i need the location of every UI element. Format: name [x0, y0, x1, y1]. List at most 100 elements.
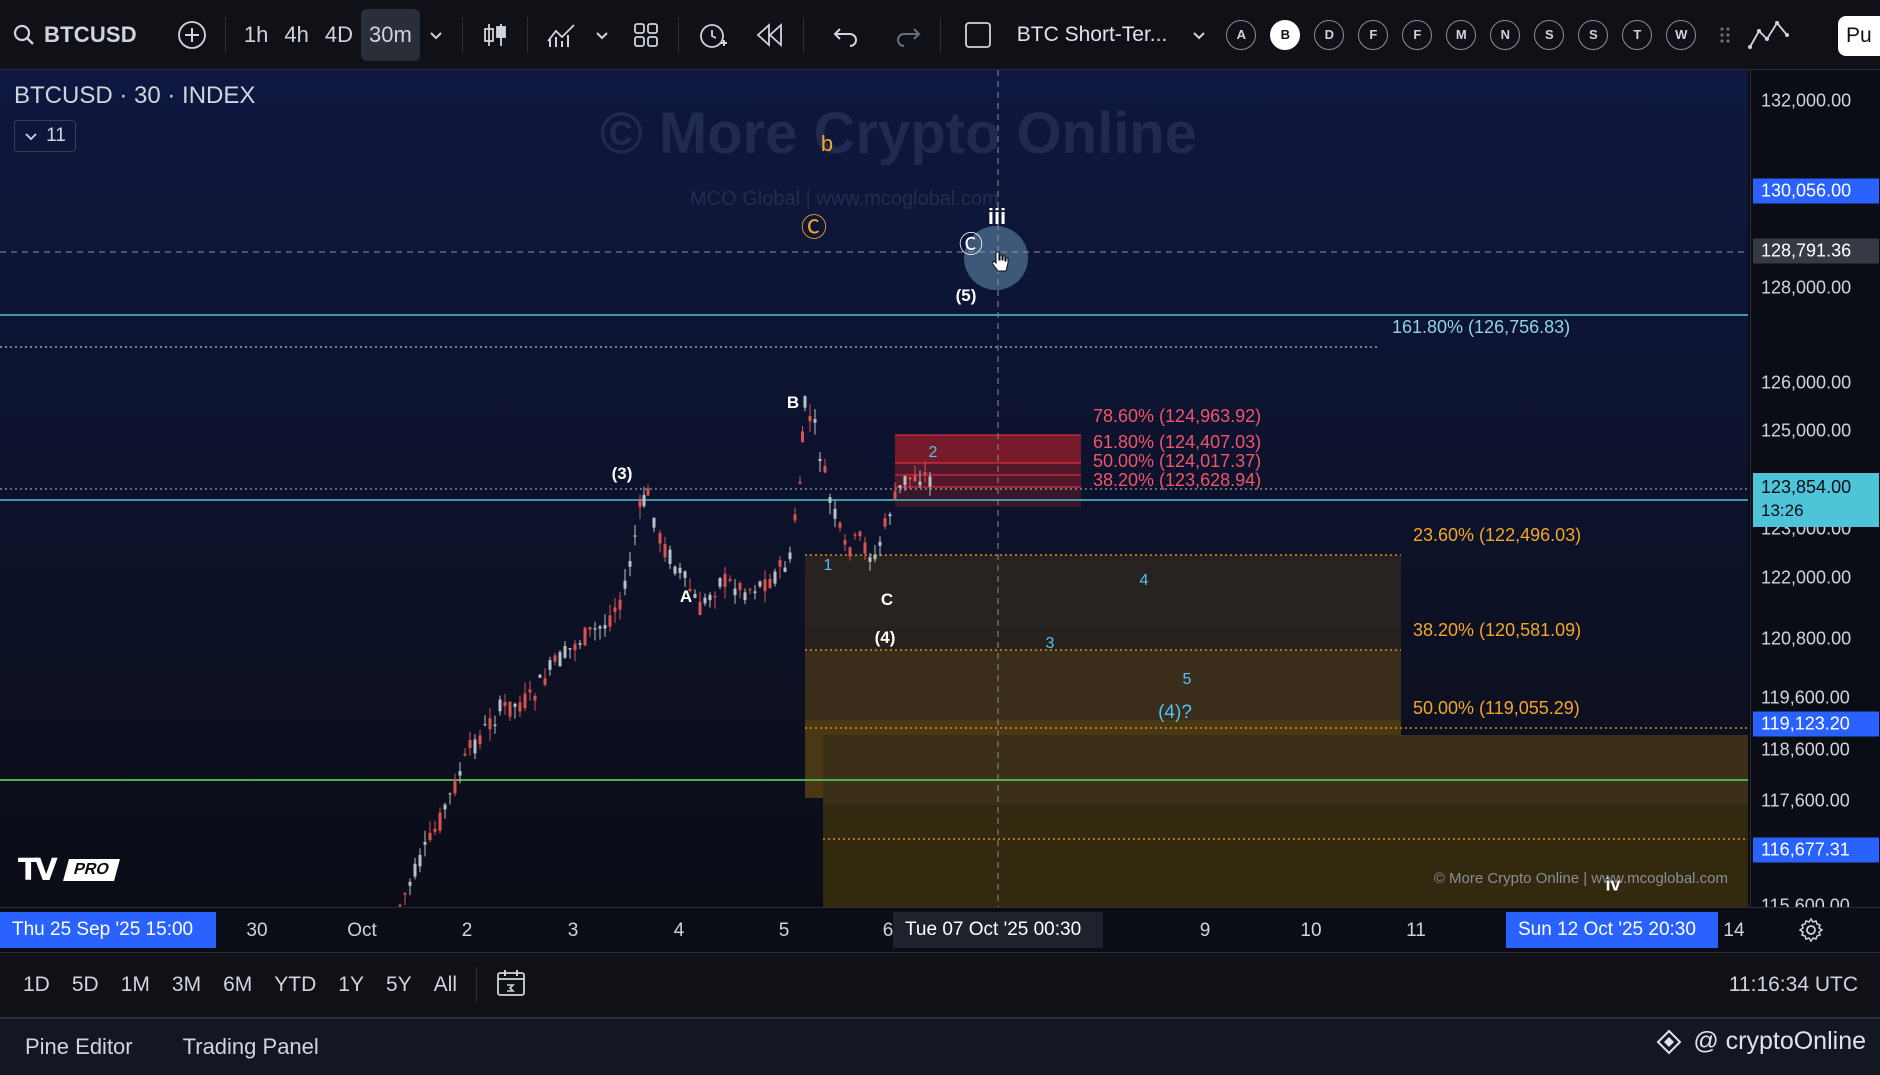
fib-label-618: 61.80% (124,407.03)	[1093, 432, 1262, 452]
indicators-dropdown[interactable]	[586, 9, 618, 61]
range-5y-button[interactable]: 5Y	[385, 973, 412, 996]
wave-label-c-orange[interactable]: Ⓒ	[800, 212, 828, 243]
undo-button[interactable]	[824, 9, 868, 61]
wave-label-B[interactable]: B	[786, 393, 800, 412]
indicators-button[interactable]	[538, 9, 586, 61]
publish-button[interactable]: Pu	[1838, 16, 1880, 56]
wave-label-c-white[interactable]: Ⓒ	[959, 231, 983, 259]
shortcut-b-button[interactable]: B	[1270, 19, 1301, 50]
indicators-icon	[547, 23, 575, 47]
layout-button[interactable]	[955, 9, 1001, 61]
candle-body-81	[801, 431, 804, 443]
watermark-text: © More Crypto Online	[600, 101, 1197, 166]
wave-label-1[interactable]: 1	[823, 557, 833, 574]
current-price: 123,854.00	[1761, 477, 1852, 497]
tab-pine-editor[interactable]: Pine Editor	[25, 1034, 133, 1059]
wave-label-iv[interactable]: iv	[1605, 874, 1621, 895]
candle-body-35	[573, 643, 577, 651]
candle-body-57	[683, 571, 687, 578]
shortcut-s-button[interactable]: S	[1534, 19, 1565, 50]
range-3m-button[interactable]: 3M	[171, 973, 202, 996]
candle-body-61	[703, 597, 707, 604]
drawing-tools-button[interactable]	[1739, 9, 1799, 61]
shortcut-f2-button[interactable]: F	[1402, 19, 1433, 50]
shortcut-d-button[interactable]: D	[1314, 19, 1345, 50]
wave-label-5-paren[interactable]: (5)	[955, 286, 977, 305]
wave-label-4-question[interactable]: (4)?	[1158, 702, 1192, 723]
interval-30m[interactable]: 30m	[360, 8, 420, 61]
interval-1h[interactable]: 1h	[243, 21, 269, 47]
shortcut-a-button[interactable]: A	[1226, 19, 1257, 50]
candle-body-49	[642, 494, 646, 506]
candle-body-38	[588, 627, 592, 630]
candle-body-50	[646, 488, 650, 496]
tradingview-logo[interactable]: TV PRO	[18, 853, 130, 888]
shortcut-s2-button[interactable]: S	[1578, 19, 1609, 50]
price-tag-current: 123,854.00 13:26	[1753, 473, 1879, 527]
chart-canvas[interactable]	[0, 70, 1748, 907]
undo-icon	[833, 27, 857, 47]
fib-label-500-ext: 50.00% (119,055.29)	[1413, 698, 1580, 718]
range-1m-button[interactable]: 1M	[120, 973, 150, 996]
toolbar-drag-handle[interactable]	[1711, 9, 1739, 61]
interval-4d[interactable]: 4D	[324, 21, 353, 47]
range-1d-button[interactable]: 1D	[23, 973, 50, 996]
interval-4h[interactable]: 4h	[284, 21, 309, 47]
time-tick: 4	[673, 920, 685, 941]
chart-pane[interactable]: © More Crypto Online MCO Global | www.mc…	[0, 70, 1748, 907]
wave-label-iii[interactable]: iii	[987, 204, 1007, 229]
time-axis[interactable]: Thu 25 Sep '25 15:00 30 Oct 2 3 4 5 6 Tu…	[0, 907, 1880, 952]
wave-label-2[interactable]: 2	[928, 444, 938, 461]
shortcut-n-button[interactable]: N	[1490, 19, 1521, 50]
price-tick: 132,000.00	[1761, 90, 1852, 111]
price-tag-crosshair: 128,791.36	[1753, 238, 1879, 264]
candle-body-22	[508, 701, 512, 717]
wave-label-3-paren[interactable]: (3)	[611, 464, 633, 483]
alert-button[interactable]	[689, 9, 737, 61]
range-ytd-button[interactable]: YTD	[274, 973, 317, 996]
utc-clock[interactable]: 11:16:34 UTC	[1728, 973, 1858, 996]
candle-body-55	[673, 566, 677, 574]
interval-dropdown[interactable]	[420, 9, 452, 61]
replay-button[interactable]	[747, 9, 793, 61]
wave-label-b-orange[interactable]: b	[820, 131, 834, 156]
layout-dropdown[interactable]	[1183, 9, 1215, 61]
range-6m-button[interactable]: 6M	[223, 973, 253, 996]
range-all-button[interactable]: All	[433, 973, 457, 996]
range-5d-button[interactable]: 5D	[71, 973, 99, 996]
candle-body-23	[513, 703, 517, 707]
wave-label-5[interactable]: 5	[1182, 671, 1192, 688]
layout-title[interactable]: BTC Short-Ter...	[1016, 22, 1168, 46]
wave-label-C[interactable]: C	[880, 590, 894, 609]
compare-symbol-button[interactable]	[169, 9, 215, 61]
diamond-logo-icon	[1656, 1029, 1682, 1055]
candle-body-43	[613, 607, 617, 612]
candle-body-100	[893, 491, 897, 499]
indicators-toggle-button[interactable]: 11	[14, 120, 76, 152]
shortcut-m-button[interactable]: M	[1446, 19, 1477, 50]
chart-type-button[interactable]	[473, 9, 517, 61]
candle-body-98	[883, 518, 887, 527]
tab-trading-panel[interactable]: Trading Panel	[182, 1034, 319, 1059]
goto-date-button[interactable]	[495, 968, 527, 1003]
hand-cursor-icon	[991, 251, 1009, 272]
grid-icon	[633, 22, 658, 47]
shortcut-f-button[interactable]: F	[1358, 19, 1389, 50]
shortcut-w-button[interactable]: W	[1666, 19, 1697, 50]
price-axis[interactable]: 132,000.00 128,000.00 126,000.00 125,000…	[1750, 70, 1880, 916]
price-tag-130056: 130,056.00	[1753, 178, 1879, 204]
wave-label-4[interactable]: 4	[1139, 572, 1149, 589]
candle-body-14	[468, 740, 472, 749]
templates-button[interactable]	[624, 9, 668, 61]
candle-body-9	[443, 804, 447, 810]
range-1y-button[interactable]: 1Y	[338, 973, 364, 996]
time-tag-crosshair: Tue 07 Oct '25 00:30	[893, 912, 1103, 948]
shortcut-t-button[interactable]: T	[1622, 19, 1653, 50]
axis-settings-button[interactable]	[1797, 916, 1825, 949]
wave-label-3[interactable]: 3	[1045, 635, 1055, 652]
candle-body-73	[763, 579, 767, 592]
wave-label-4-paren[interactable]: (4)	[874, 628, 896, 647]
wave-label-A[interactable]: A	[679, 587, 693, 606]
redo-button[interactable]	[886, 9, 930, 61]
symbol-search-button[interactable]: BTCUSD	[0, 9, 145, 61]
